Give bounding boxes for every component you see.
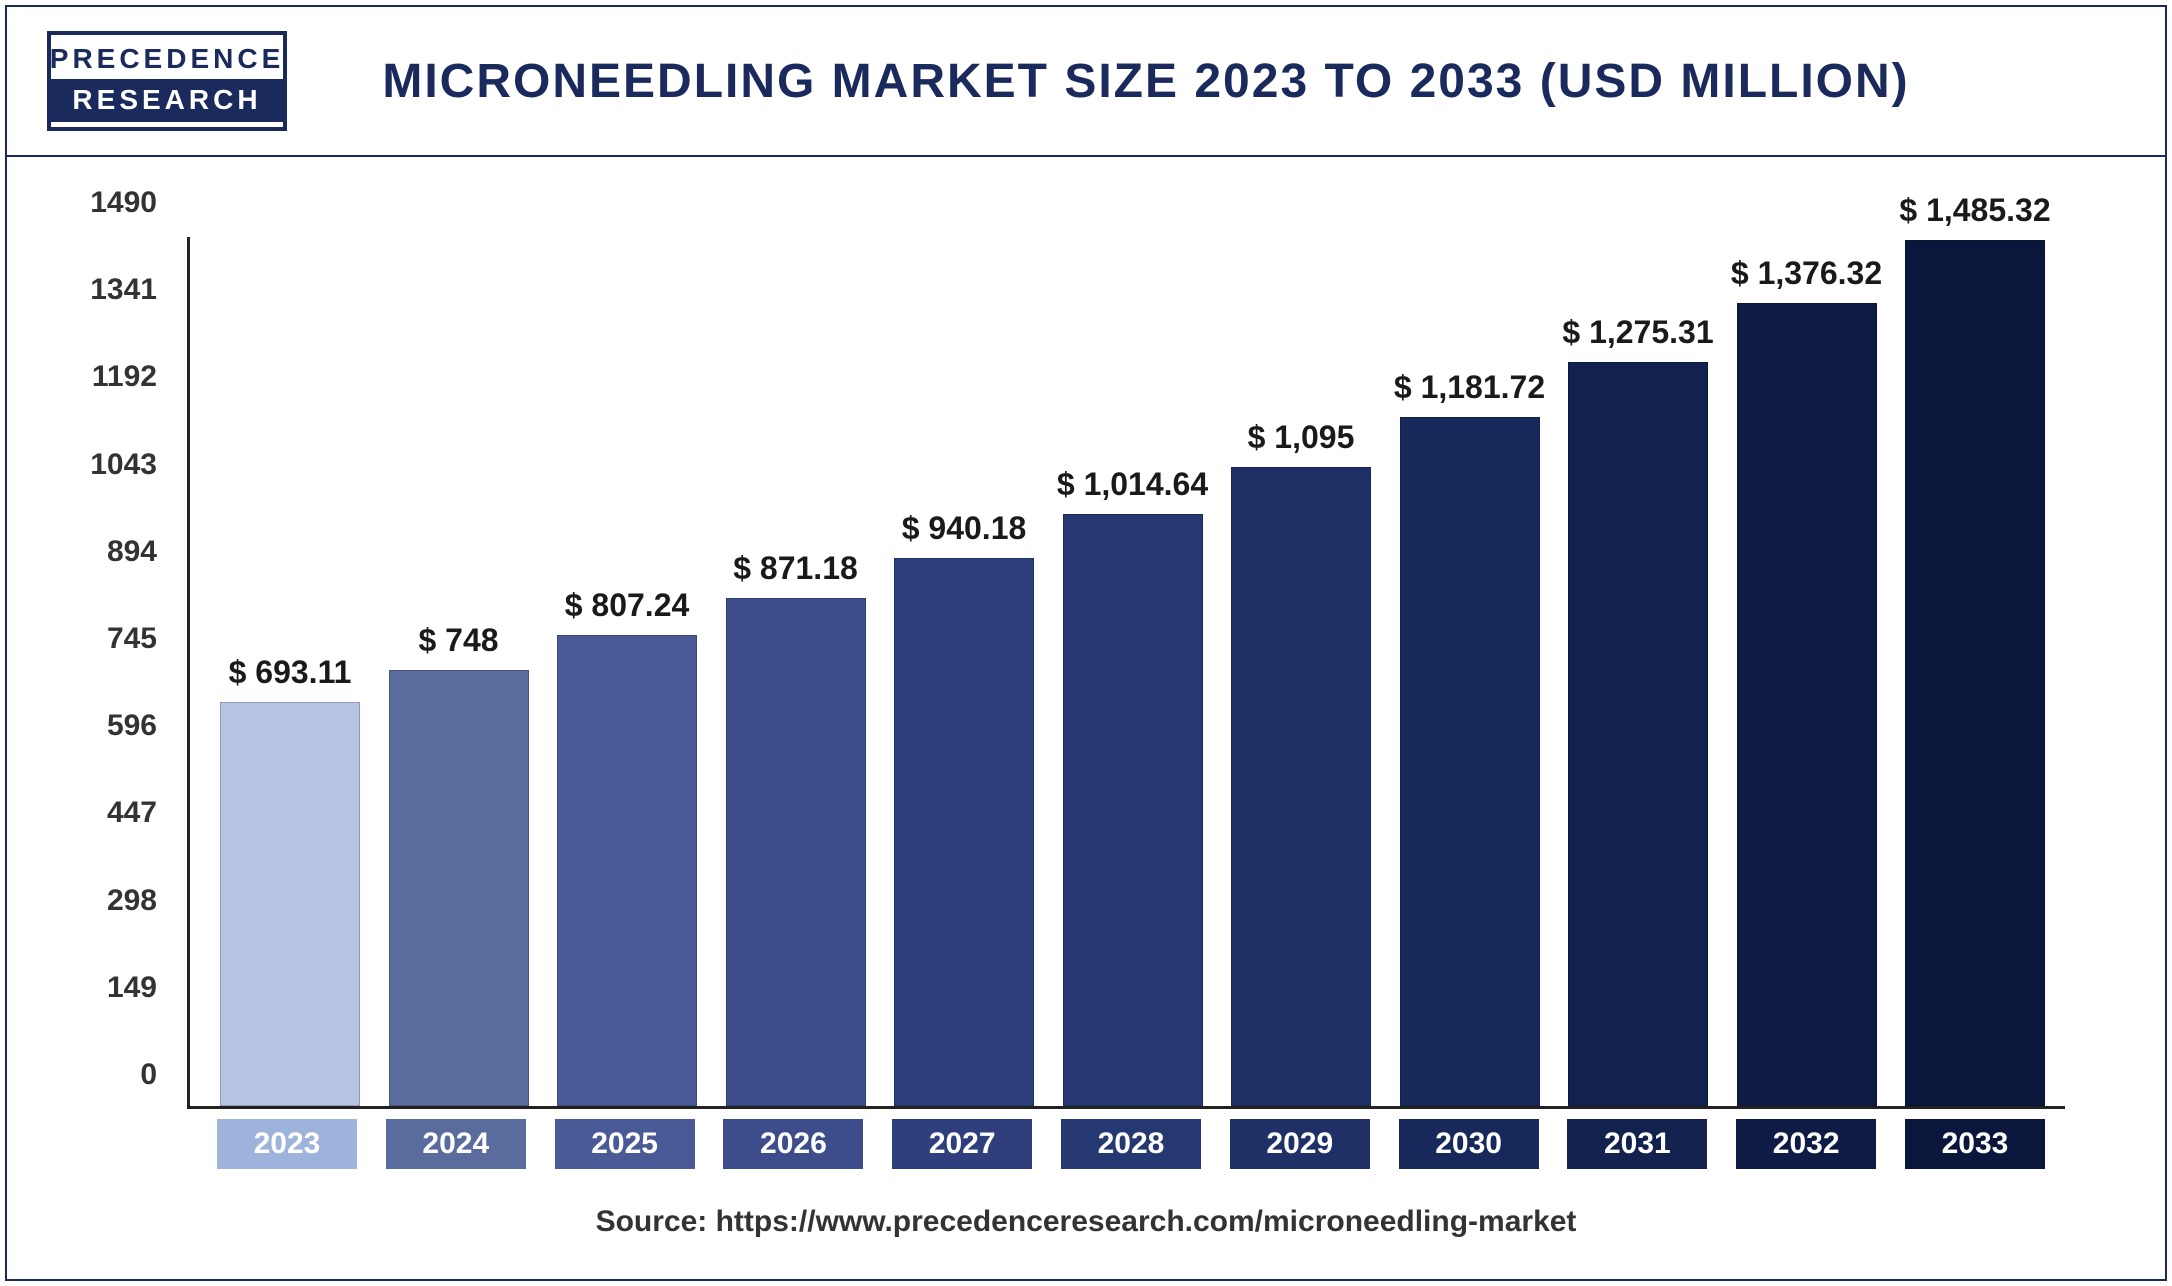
plot-region: $ 693.11$ 748$ 807.24$ 871.18$ 940.18$ 1… (187, 237, 2065, 1109)
bar-slot: $ 871.18 (726, 237, 866, 1106)
x-label: 2028 (1061, 1119, 1201, 1169)
bar: $ 693.11 (220, 702, 360, 1106)
bar: $ 1,014.64 (1063, 514, 1203, 1106)
y-tick: 0 (57, 1058, 157, 1092)
bar: $ 871.18 (726, 598, 866, 1106)
bar-value-label: $ 748 (418, 622, 498, 659)
y-tick: 745 (57, 622, 157, 656)
bar-slot: $ 807.24 (557, 237, 697, 1106)
bar: $ 940.18 (894, 558, 1034, 1106)
bar-slot: $ 1,095 (1231, 237, 1371, 1106)
bar-slot: $ 1,275.31 (1568, 237, 1708, 1106)
x-label: 2031 (1567, 1119, 1707, 1169)
bar-slot: $ 1,376.32 (1737, 237, 1877, 1106)
y-tick: 1341 (57, 273, 157, 307)
bars-container: $ 693.11$ 748$ 807.24$ 871.18$ 940.18$ 1… (220, 237, 2045, 1106)
bar-slot: $ 1,014.64 (1063, 237, 1203, 1106)
source-text: Source: https://www.precedenceresearch.c… (7, 1205, 2165, 1239)
brand-logo: PRECEDENCE RESEARCH (47, 31, 287, 131)
bar: $ 748 (389, 670, 529, 1106)
bar-slot: $ 693.11 (220, 237, 360, 1106)
x-axis-labels: 2023 2024 2025 2026 2027 2028 2029 2030 2031 2032… (217, 1119, 2045, 1169)
x-label: 2024 (386, 1119, 526, 1169)
bar-value-label: $ 1,014.64 (1057, 466, 1208, 503)
bar-value-label: $ 1,485.32 (1899, 192, 2050, 229)
bar-value-label: $ 693.11 (229, 654, 352, 691)
bar: $ 807.24 (557, 635, 697, 1106)
x-label: 2023 (217, 1119, 357, 1169)
bar: $ 1,181.72 (1400, 417, 1540, 1106)
bar-value-label: $ 1,376.32 (1731, 255, 1882, 292)
bar-slot: $ 940.18 (894, 237, 1034, 1106)
logo-line1: PRECEDENCE (50, 40, 284, 79)
bar-slot: $ 748 (389, 237, 529, 1106)
y-tick: 1192 (57, 360, 157, 394)
y-tick: 447 (57, 796, 157, 830)
chart-frame: PRECEDENCE RESEARCH MICRONEEDLING MARKET… (5, 5, 2167, 1281)
bar: $ 1,095 (1231, 467, 1371, 1106)
chart-area: 01492984475967458941043119213411490 $ 69… (167, 237, 2065, 1109)
x-label: 2032 (1736, 1119, 1876, 1169)
x-label: 2025 (555, 1119, 695, 1169)
y-tick: 894 (57, 535, 157, 569)
y-tick: 298 (57, 884, 157, 918)
x-label: 2033 (1905, 1119, 2045, 1169)
chart-title: MICRONEEDLING MARKET SIZE 2023 TO 2033 (… (287, 54, 2125, 109)
y-tick: 1043 (57, 448, 157, 482)
x-label: 2029 (1230, 1119, 1370, 1169)
bar: $ 1,376.32 (1737, 303, 1877, 1106)
bar-slot: $ 1,485.32 (1905, 237, 2045, 1106)
header: PRECEDENCE RESEARCH MICRONEEDLING MARKET… (7, 7, 2165, 157)
y-tick: 149 (57, 971, 157, 1005)
x-label: 2030 (1399, 1119, 1539, 1169)
x-label: 2026 (723, 1119, 863, 1169)
bar: $ 1,275.31 (1568, 362, 1708, 1106)
bar-value-label: $ 871.18 (733, 550, 858, 587)
y-tick: 1490 (57, 186, 157, 220)
y-axis: 01492984475967458941043119213411490 (167, 237, 187, 1109)
bar-value-label: $ 1,275.31 (1562, 314, 1713, 351)
bar-value-label: $ 807.24 (565, 587, 690, 624)
y-tick: 596 (57, 709, 157, 743)
bar-slot: $ 1,181.72 (1400, 237, 1540, 1106)
logo-line2: RESEARCH (51, 79, 283, 122)
x-label: 2027 (892, 1119, 1032, 1169)
bar-value-label: $ 940.18 (902, 510, 1027, 547)
bar-value-label: $ 1,095 (1248, 419, 1355, 456)
bar: $ 1,485.32 (1905, 240, 2045, 1106)
bar-value-label: $ 1,181.72 (1394, 369, 1545, 406)
